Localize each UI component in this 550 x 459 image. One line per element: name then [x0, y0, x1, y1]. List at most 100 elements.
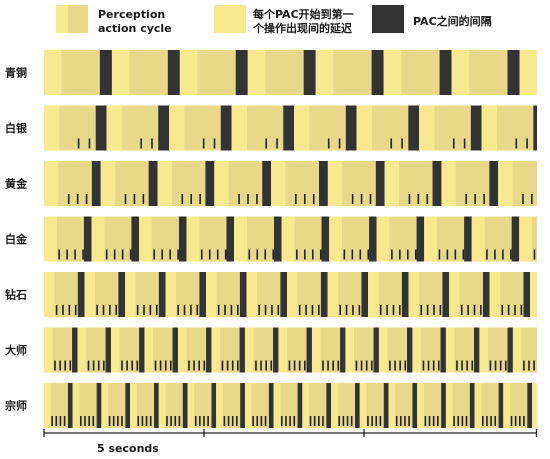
tier-label: 白银	[5, 121, 28, 135]
action-tick	[345, 305, 348, 315]
latency-segment	[327, 161, 343, 206]
tier-row: 大师	[5, 327, 537, 373]
tier-label: 钻石	[5, 288, 27, 302]
action-tick	[59, 360, 61, 371]
action-tick	[313, 416, 316, 426]
latency-segment	[378, 327, 388, 373]
action-tick	[230, 305, 233, 315]
action-tick	[202, 138, 205, 149]
action-tick	[141, 416, 144, 426]
action-tick	[528, 360, 530, 371]
action-tick	[196, 305, 199, 315]
action-tick	[394, 360, 396, 371]
gap-segment	[442, 272, 450, 317]
gap-segment	[139, 327, 145, 373]
action-tick	[466, 360, 468, 371]
action-tick	[426, 194, 429, 204]
latency-segment	[44, 327, 53, 373]
latency-segment	[144, 327, 154, 373]
action-tick	[526, 138, 528, 149]
latency-segment	[44, 272, 55, 317]
latency-segment	[247, 50, 266, 95]
latency-segment	[408, 272, 420, 317]
gap-segment	[182, 383, 188, 428]
action-tick	[248, 249, 251, 260]
action-tick	[92, 416, 95, 426]
latency-segment	[417, 383, 424, 428]
latency-segment	[216, 383, 223, 428]
action-tick	[149, 305, 152, 315]
gap-segment	[523, 272, 531, 317]
legend-swatch-gap	[372, 5, 404, 33]
latency-segment	[356, 105, 372, 151]
action-tick	[456, 360, 458, 371]
gap-segment	[306, 327, 312, 373]
action-tick	[408, 416, 410, 426]
action-tick	[178, 416, 181, 426]
gap-segment	[533, 105, 537, 151]
latency-segment	[388, 383, 396, 428]
action-tick	[76, 194, 79, 204]
gap-segment	[318, 161, 328, 206]
action-tick	[92, 360, 95, 371]
action-tick	[153, 249, 156, 260]
gap-segment	[283, 105, 295, 151]
action-tick	[499, 360, 502, 371]
action-tick	[151, 138, 153, 149]
legend-label-pac-line1: Perception	[98, 8, 166, 21]
gap-segment	[373, 327, 379, 373]
action-tick	[67, 194, 70, 204]
action-tick	[337, 360, 340, 371]
action-tick	[84, 416, 86, 426]
latency-segment	[187, 383, 195, 428]
action-tick	[97, 360, 100, 371]
action-tick	[514, 416, 517, 426]
action-tick	[281, 416, 283, 426]
action-tick	[305, 305, 307, 315]
action-tick	[96, 305, 98, 315]
action-tick	[117, 416, 119, 426]
action-tick	[367, 416, 369, 426]
tier-label: 大师	[5, 343, 27, 357]
latency-segment	[101, 383, 109, 428]
latency-segment	[169, 105, 185, 151]
action-tick	[66, 249, 68, 260]
action-tick	[399, 249, 401, 260]
action-tick	[198, 360, 200, 371]
gap-segment	[178, 216, 187, 262]
action-tick	[371, 416, 373, 426]
action-tick	[510, 416, 513, 426]
tier-row: 青铜	[5, 50, 537, 95]
action-tick	[270, 360, 273, 371]
action-tick	[327, 138, 330, 149]
action-tick	[404, 416, 406, 426]
action-tick	[87, 360, 90, 371]
gap-segment	[91, 161, 101, 206]
latency-segment	[179, 50, 198, 95]
action-tick	[199, 194, 201, 204]
action-tick	[265, 138, 267, 149]
action-tick	[188, 360, 190, 371]
action-tick	[453, 416, 455, 426]
action-tick	[68, 305, 71, 315]
latency-segment	[368, 272, 379, 317]
tier-row: 宗师	[5, 383, 537, 428]
action-tick	[375, 416, 378, 426]
action-tick	[390, 138, 393, 149]
action-tick	[109, 305, 111, 315]
gap-segment	[105, 327, 111, 373]
latency-segment	[271, 161, 286, 206]
latency-segment	[311, 327, 321, 373]
action-tick	[355, 360, 358, 371]
action-tick	[51, 416, 53, 426]
action-tick	[486, 249, 488, 260]
action-tick	[391, 249, 393, 260]
tier-timeline	[44, 216, 537, 262]
action-tick	[433, 305, 435, 315]
action-tick	[129, 249, 132, 260]
action-tick	[494, 249, 496, 260]
action-tick	[318, 305, 320, 315]
gap-segment	[546, 161, 550, 206]
latency-segment	[481, 105, 497, 151]
tier-label: 宗师	[5, 399, 27, 413]
